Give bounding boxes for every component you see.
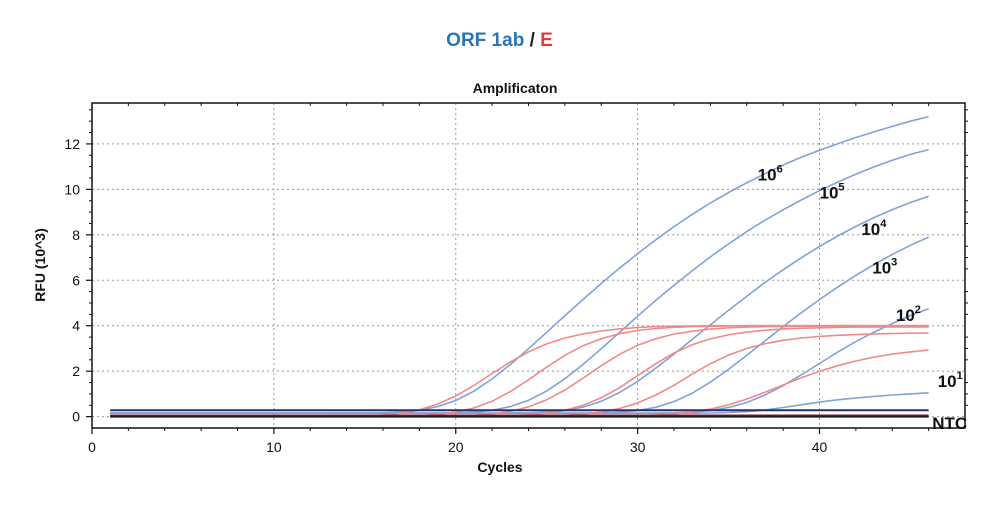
e-curve-11 <box>110 349 929 418</box>
y-axis-label: RFU (10^3) <box>32 228 48 302</box>
orf1ab-curve-0 <box>110 115 929 414</box>
x-tick-label: 40 <box>812 439 828 455</box>
annotation-10^5: 105 <box>820 181 845 202</box>
chart-title: Amplificaton <box>473 80 558 96</box>
target-e-label: E <box>540 30 553 51</box>
annotation-10^3: 103 <box>872 256 897 277</box>
y-tick-label: 4 <box>72 318 80 334</box>
annotation-10^1: 101 <box>938 370 963 391</box>
annotations: 106 105 104 103 102 101 NTC <box>758 163 968 433</box>
x-axis-label: Cycles <box>477 459 522 475</box>
chart-suptitle: ORF 1ab / E <box>0 30 999 52</box>
annotation-NTC: NTC <box>932 414 967 433</box>
x-tick-label: 0 <box>88 439 96 455</box>
annotation-10^6: 106 <box>758 163 783 184</box>
target-orf1ab-label: ORF 1ab <box>446 30 525 51</box>
y-tick-label: 0 <box>72 409 80 425</box>
annotation-10^2: 102 <box>896 304 921 325</box>
y-tick-label: 12 <box>64 136 80 152</box>
y-tick-label: 8 <box>72 227 80 243</box>
target-separator: / <box>529 30 535 51</box>
axis-ticks: 0 10 20 30 40 0 2 4 6 8 10 12 <box>64 103 968 455</box>
y-tick-label: 6 <box>72 272 80 288</box>
x-tick-label: 30 <box>630 439 646 455</box>
orf1ab-curve-5 <box>110 392 929 414</box>
orf1ab-curve-2 <box>110 195 929 414</box>
x-tick-label: 20 <box>448 439 464 455</box>
series-lines <box>110 115 929 418</box>
y-tick-label: 10 <box>64 181 80 197</box>
y-tick-label: 2 <box>72 363 80 379</box>
orf1ab-curve-4 <box>110 307 929 414</box>
annotation-10^4: 104 <box>861 218 887 239</box>
x-tick-label: 10 <box>266 439 282 455</box>
